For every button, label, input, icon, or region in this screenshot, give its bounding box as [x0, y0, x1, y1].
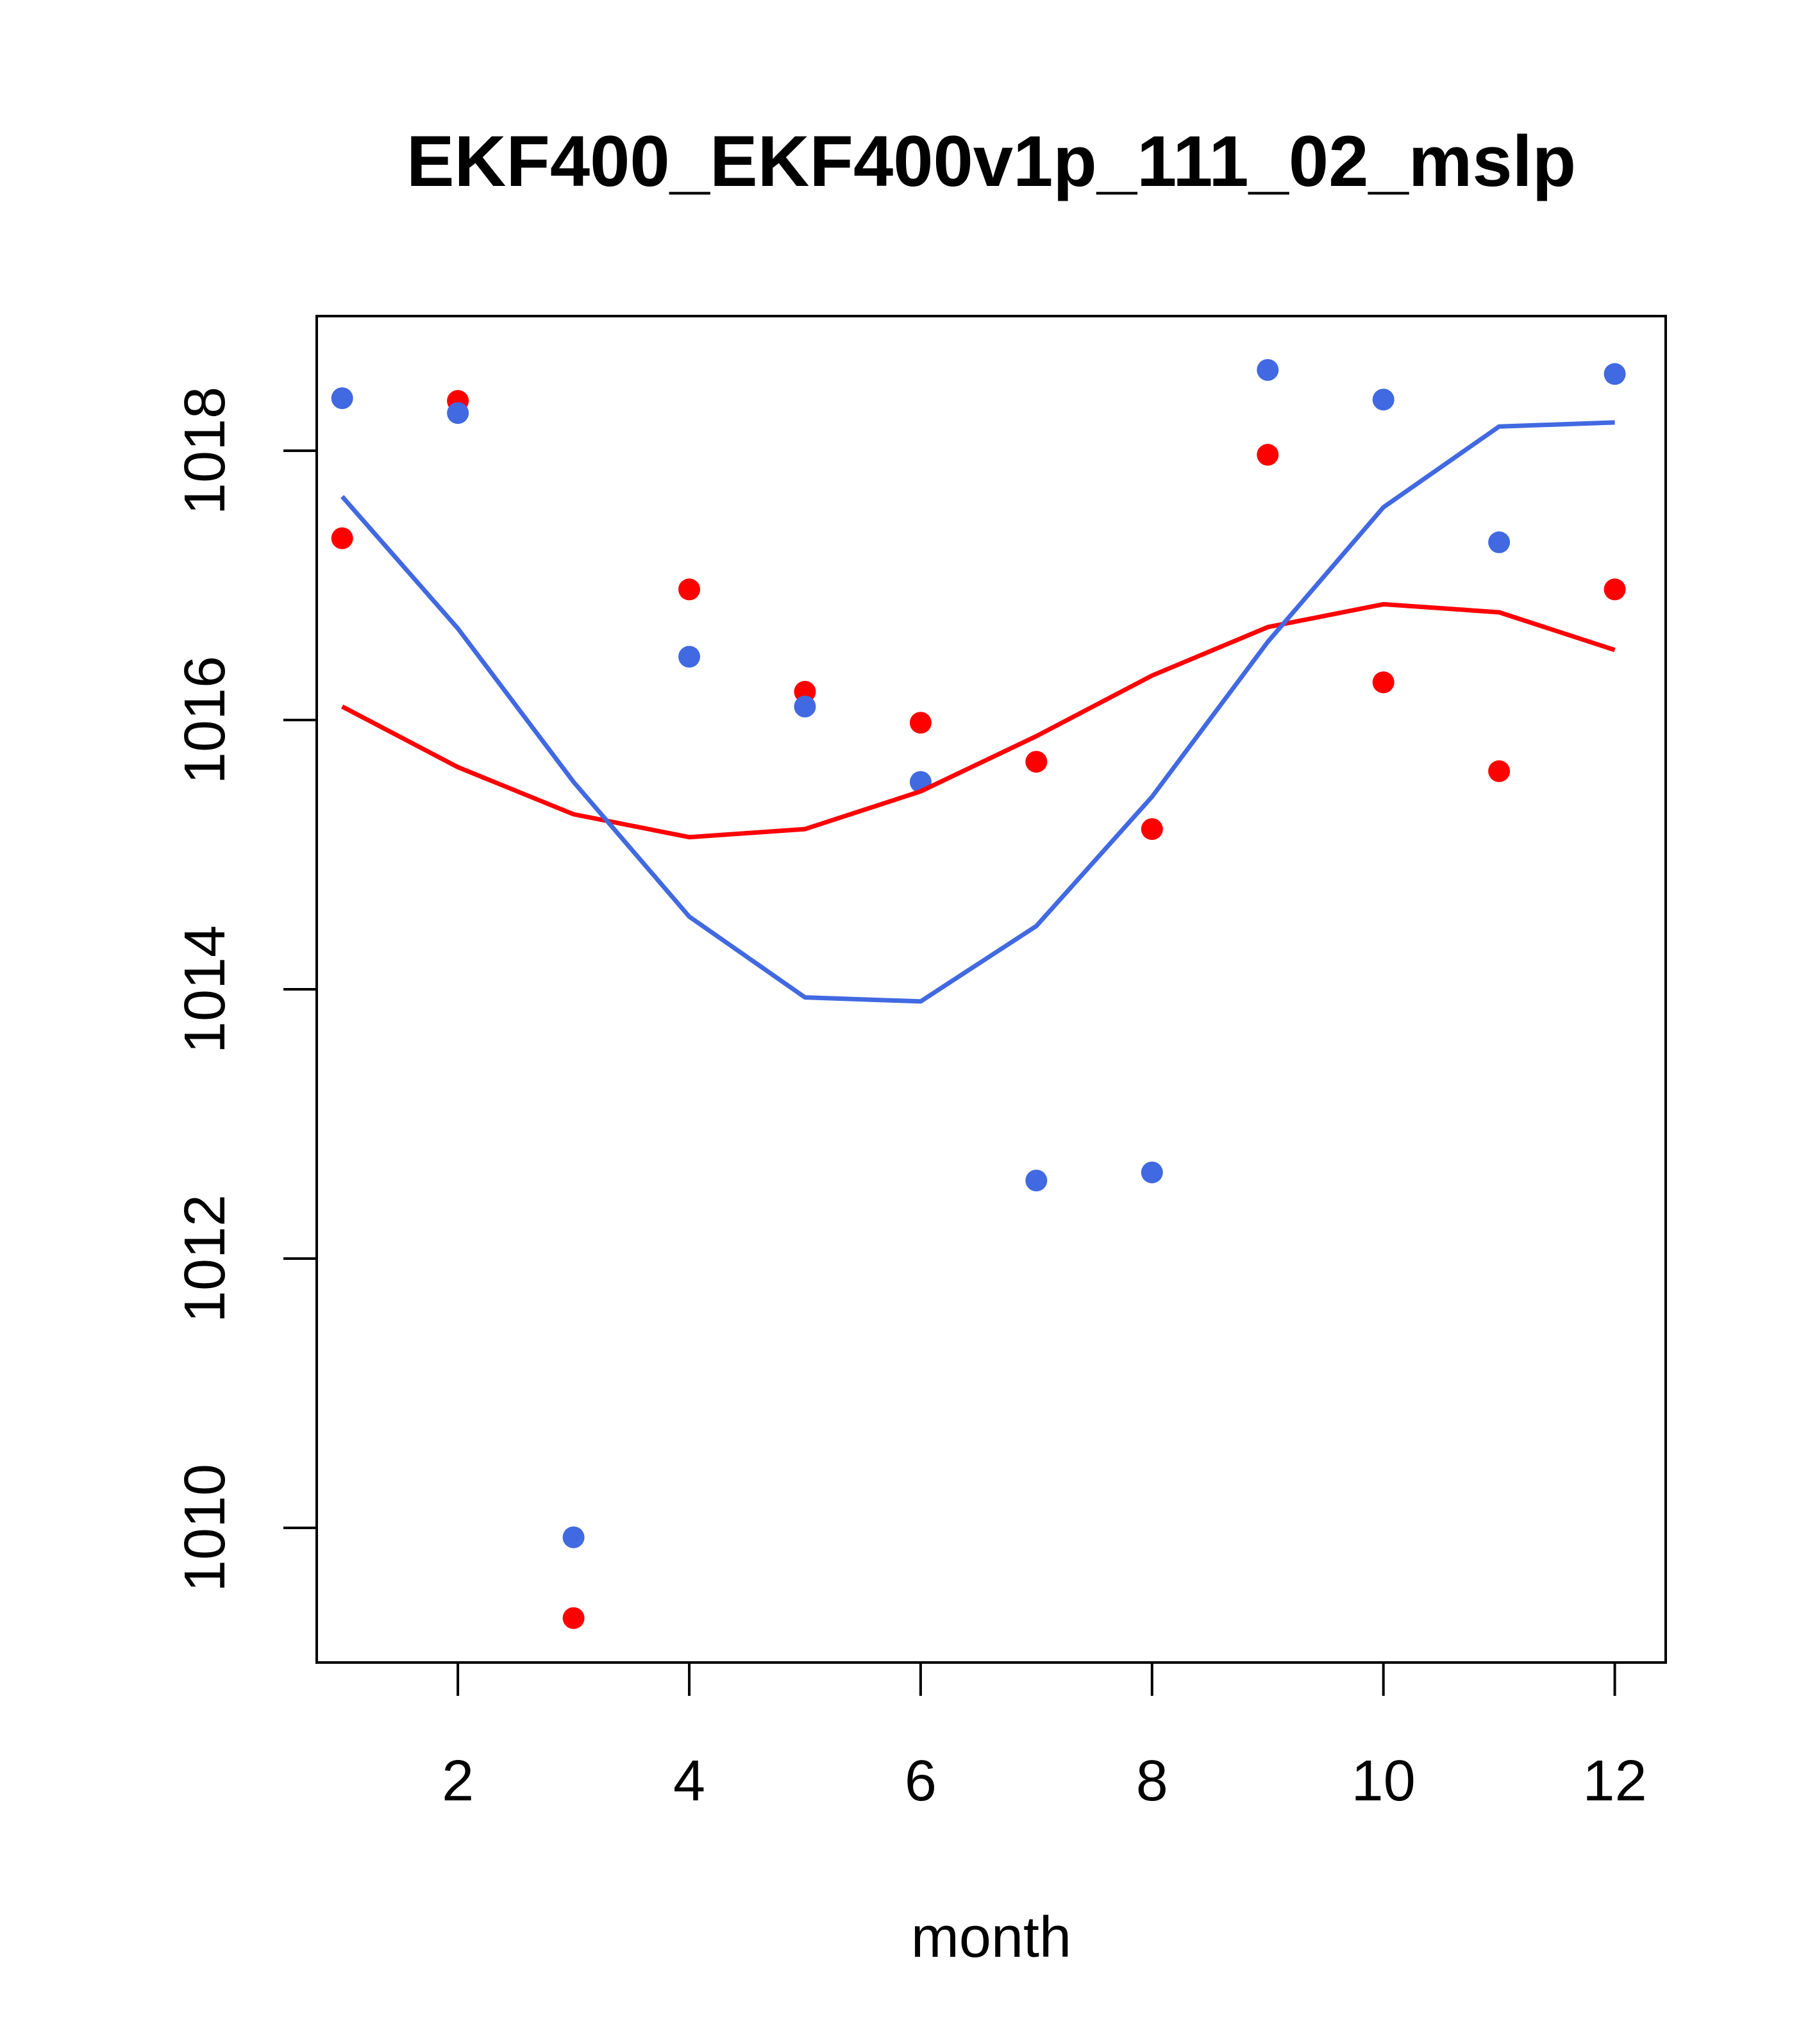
x-axis-label: month [911, 1906, 1071, 1970]
x-tick-label: 8 [1136, 1749, 1168, 1813]
data-point [794, 696, 816, 717]
data-point [1603, 363, 1626, 385]
data-point [331, 527, 353, 549]
series-blue-line [340, 420, 1615, 1004]
data-point [1372, 671, 1394, 694]
data-point [562, 1607, 585, 1629]
series-blue-points [331, 359, 1626, 1548]
data-point [562, 1526, 585, 1548]
y-tick-label: 1016 [173, 656, 237, 784]
data-point [1257, 444, 1279, 466]
data-point [1257, 359, 1279, 381]
data-point [1488, 760, 1511, 782]
y-axis: 1010 1012 1014 1016 1018 [173, 387, 317, 1592]
data-point [1372, 389, 1394, 411]
x-tick-label: 2 [442, 1749, 474, 1813]
data-point [1603, 578, 1626, 601]
x-tick-label: 6 [905, 1749, 937, 1813]
y-tick-label: 1010 [173, 1464, 237, 1592]
plot-area [331, 359, 1626, 1629]
data-point [678, 646, 701, 668]
chart-title: EKF400_EKF400v1p_111_02_mslp [406, 121, 1576, 201]
data-point [678, 578, 701, 601]
data-point [447, 402, 469, 424]
data-point [1025, 751, 1048, 773]
x-axis: 2 4 6 8 10 12 [442, 1663, 1647, 1813]
data-point [909, 712, 932, 734]
data-point [1025, 1169, 1048, 1192]
y-tick-label: 1012 [173, 1194, 237, 1323]
y-tick-label: 1014 [173, 925, 237, 1053]
series-red-line [341, 601, 1616, 840]
x-tick-label: 4 [673, 1749, 705, 1813]
y-tick-label: 1018 [173, 387, 237, 515]
x-tick-label: 12 [1583, 1749, 1647, 1813]
series-red-points [331, 390, 1626, 1629]
data-point [1488, 531, 1511, 553]
data-point [331, 387, 353, 410]
data-point [1141, 818, 1163, 841]
data-point [1141, 1161, 1163, 1184]
plot-frame [315, 315, 1667, 1664]
x-tick-label: 10 [1352, 1749, 1416, 1813]
